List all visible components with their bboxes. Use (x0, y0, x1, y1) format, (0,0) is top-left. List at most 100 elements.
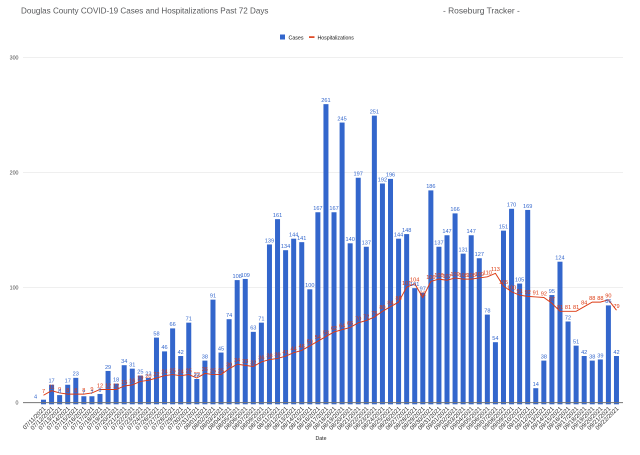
svg-text:167: 167 (329, 206, 338, 212)
svg-text:24: 24 (178, 370, 184, 376)
svg-text:26: 26 (202, 367, 208, 373)
svg-text:167: 167 (313, 206, 322, 212)
svg-text:108: 108 (458, 273, 467, 279)
svg-text:7: 7 (82, 390, 85, 396)
svg-text:91: 91 (533, 291, 539, 297)
svg-text:109: 109 (241, 273, 250, 279)
svg-text:38: 38 (202, 354, 208, 360)
svg-text:91: 91 (210, 293, 216, 299)
svg-text:64: 64 (339, 324, 345, 330)
svg-text:131: 131 (458, 247, 467, 253)
svg-text:31: 31 (129, 362, 135, 368)
svg-text:95: 95 (549, 289, 555, 295)
svg-text:12: 12 (105, 383, 111, 389)
svg-text:81: 81 (557, 305, 563, 311)
svg-text:25: 25 (137, 369, 143, 375)
svg-text:66: 66 (170, 322, 176, 328)
svg-text:81: 81 (565, 305, 571, 311)
svg-text:9: 9 (58, 387, 61, 393)
svg-text:33: 33 (242, 359, 248, 365)
svg-text:Douglas County COVID-19 Cases: Douglas County COVID-19 Cases and Hospit… (21, 6, 268, 15)
svg-text:22: 22 (194, 373, 200, 379)
svg-text:144: 144 (394, 233, 403, 239)
svg-text:92: 92 (420, 291, 426, 297)
svg-text:72: 72 (363, 314, 369, 320)
svg-text:58: 58 (153, 331, 159, 337)
svg-text:97: 97 (420, 287, 426, 293)
svg-text:84: 84 (387, 301, 393, 307)
svg-text:161: 161 (273, 213, 282, 219)
svg-text:30: 30 (226, 363, 232, 369)
svg-text:7: 7 (42, 389, 45, 395)
svg-text:44: 44 (291, 347, 297, 353)
svg-text:81: 81 (573, 305, 579, 311)
svg-text:8: 8 (82, 388, 85, 394)
svg-text:29: 29 (105, 365, 111, 371)
svg-text:20: 20 (145, 374, 151, 380)
svg-text:Hospitalizations: Hospitalizations (318, 35, 355, 41)
svg-text:9: 9 (98, 388, 101, 394)
svg-text:109: 109 (475, 272, 484, 278)
svg-text:- Roseburg Tracker -: - Roseburg Tracker - (443, 5, 520, 15)
svg-text:300: 300 (10, 55, 19, 61)
svg-text:38: 38 (266, 353, 272, 359)
svg-text:169: 169 (523, 204, 532, 210)
svg-text:192: 192 (378, 177, 387, 183)
svg-text:104: 104 (410, 278, 419, 284)
svg-text:139: 139 (265, 238, 274, 244)
svg-text:166: 166 (450, 207, 459, 213)
svg-text:32: 32 (250, 360, 256, 366)
svg-text:22: 22 (194, 372, 200, 378)
svg-text:100: 100 (10, 285, 19, 291)
svg-text:80: 80 (379, 305, 385, 311)
svg-text:186: 186 (426, 184, 435, 190)
svg-text:22: 22 (153, 372, 159, 378)
svg-text:23: 23 (73, 372, 79, 378)
svg-text:46: 46 (299, 344, 305, 350)
svg-text:108: 108 (233, 274, 242, 280)
svg-text:75: 75 (371, 311, 377, 317)
svg-text:39: 39 (274, 352, 280, 358)
svg-text:38: 38 (589, 354, 595, 360)
svg-text:79: 79 (613, 304, 619, 310)
svg-text:251: 251 (370, 109, 379, 115)
svg-text:100: 100 (305, 283, 314, 289)
svg-text:86: 86 (605, 299, 611, 305)
svg-text:106: 106 (426, 275, 435, 281)
svg-text:Date: Date (316, 436, 327, 442)
svg-text:25: 25 (186, 368, 192, 374)
svg-text:45: 45 (218, 346, 224, 352)
svg-text:127: 127 (475, 252, 484, 258)
svg-text:100: 100 (507, 286, 516, 292)
svg-text:84: 84 (581, 301, 587, 307)
svg-text:88: 88 (395, 296, 401, 302)
svg-text:25: 25 (218, 368, 224, 374)
svg-text:91: 91 (517, 289, 523, 295)
svg-text:34: 34 (121, 359, 127, 365)
svg-text:12: 12 (113, 383, 119, 389)
svg-text:51: 51 (573, 339, 579, 345)
svg-text:261: 261 (321, 98, 330, 104)
svg-text:41: 41 (282, 350, 288, 356)
svg-text:140: 140 (345, 237, 354, 243)
svg-text:245: 245 (337, 116, 346, 122)
svg-text:58: 58 (323, 330, 329, 336)
svg-text:19: 19 (137, 375, 143, 381)
svg-text:90: 90 (605, 294, 611, 300)
svg-text:92: 92 (525, 290, 531, 296)
svg-text:24: 24 (161, 370, 167, 376)
svg-text:42: 42 (613, 350, 619, 356)
svg-text:18: 18 (113, 377, 119, 383)
svg-text:15: 15 (121, 380, 127, 386)
svg-text:11: 11 (49, 384, 55, 390)
svg-text:101: 101 (410, 282, 419, 288)
svg-text:23: 23 (145, 372, 151, 378)
svg-text:34: 34 (234, 358, 240, 364)
svg-text:109: 109 (450, 272, 459, 278)
svg-text:62: 62 (331, 326, 337, 332)
svg-text:4: 4 (34, 395, 37, 401)
svg-text:108: 108 (467, 273, 476, 279)
svg-text:105: 105 (515, 277, 524, 283)
svg-text:200: 200 (10, 170, 19, 176)
svg-text:72: 72 (565, 315, 571, 321)
